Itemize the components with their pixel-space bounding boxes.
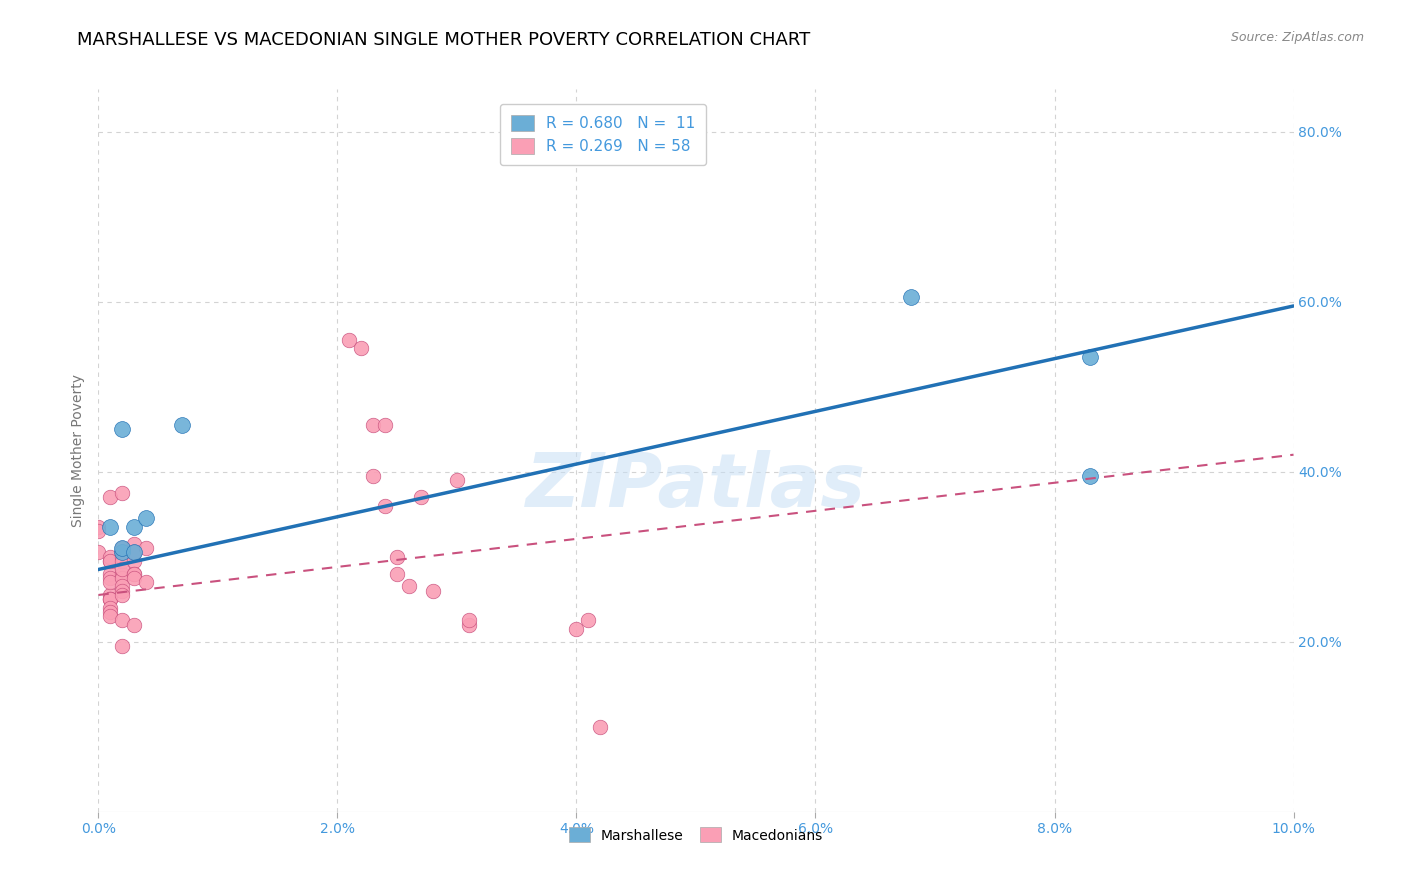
Point — [363, 417, 385, 432]
Point — [124, 520, 146, 534]
Point — [98, 609, 122, 624]
Point — [111, 579, 134, 593]
Point — [111, 583, 134, 598]
Point — [398, 579, 420, 593]
Point — [111, 639, 134, 653]
Point — [98, 554, 122, 568]
Point — [111, 614, 134, 628]
Point — [339, 333, 361, 347]
Point — [124, 554, 146, 568]
Point — [111, 571, 134, 585]
Point — [124, 566, 146, 581]
Point — [98, 549, 122, 564]
Point — [111, 545, 134, 559]
Point — [589, 720, 612, 734]
Point — [350, 342, 373, 356]
Point — [565, 622, 588, 636]
Point — [111, 422, 134, 436]
Point — [124, 545, 146, 559]
Point — [458, 614, 481, 628]
Point — [385, 566, 409, 581]
Point — [98, 571, 122, 585]
Text: Source: ZipAtlas.com: Source: ZipAtlas.com — [1230, 31, 1364, 45]
Text: ZIPatlas: ZIPatlas — [526, 450, 866, 523]
Text: MARSHALLESE VS MACEDONIAN SINGLE MOTHER POVERTY CORRELATION CHART: MARSHALLESE VS MACEDONIAN SINGLE MOTHER … — [77, 31, 811, 49]
Point — [111, 588, 134, 602]
Point — [98, 600, 122, 615]
Point — [124, 545, 146, 559]
Point — [446, 473, 468, 487]
Point — [135, 541, 157, 556]
Point — [1080, 469, 1102, 483]
Point — [458, 617, 481, 632]
Point — [98, 566, 122, 581]
Point — [111, 554, 134, 568]
Point — [900, 290, 922, 304]
Point — [87, 524, 110, 539]
Point — [374, 417, 396, 432]
Point — [98, 592, 122, 607]
Y-axis label: Single Mother Poverty: Single Mother Poverty — [70, 374, 84, 527]
Point — [578, 614, 600, 628]
Point — [98, 592, 122, 607]
Point — [124, 545, 146, 559]
Point — [98, 592, 122, 607]
Point — [124, 566, 146, 581]
Point — [111, 541, 134, 556]
Point — [111, 541, 134, 556]
Point — [98, 575, 122, 590]
Point — [385, 549, 409, 564]
Point — [135, 575, 157, 590]
Point — [98, 605, 122, 619]
Point — [98, 520, 122, 534]
Point — [87, 520, 110, 534]
Point — [111, 562, 134, 576]
Point — [363, 469, 385, 483]
Point — [411, 490, 433, 504]
Point — [98, 554, 122, 568]
Point — [111, 486, 134, 500]
Point — [87, 545, 110, 559]
Point — [422, 583, 444, 598]
Point — [111, 545, 134, 559]
Legend: Marshallese, Macedonians: Marshallese, Macedonians — [564, 822, 828, 848]
Point — [124, 537, 146, 551]
Point — [111, 545, 134, 559]
Point — [374, 499, 396, 513]
Point — [1080, 350, 1102, 364]
Point — [135, 511, 157, 525]
Point — [111, 566, 134, 581]
Point — [98, 490, 122, 504]
Point — [111, 549, 134, 564]
Point — [124, 571, 146, 585]
Point — [98, 588, 122, 602]
Point — [124, 617, 146, 632]
Point — [172, 417, 194, 432]
